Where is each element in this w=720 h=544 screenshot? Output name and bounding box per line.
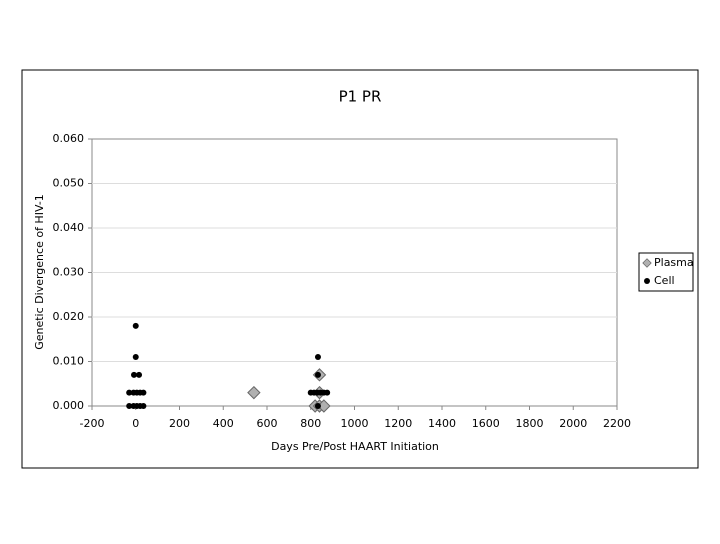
y-axis-label: Genetic Divergence of HIV-1 [33,194,46,350]
y-tick-label: 0.010 [53,355,85,368]
legend-marker [644,278,650,284]
data-point [136,371,143,378]
x-tick-label: -200 [80,417,105,430]
y-tick-label: 0.030 [53,266,85,279]
x-tick-label: 1800 [516,417,544,430]
data-point [314,371,321,378]
x-tick-label: 0 [132,417,139,430]
data-point [132,354,139,361]
data-point [140,403,147,409]
x-tick-label: 600 [257,417,278,430]
data-point [126,389,133,396]
data-point [132,322,139,329]
legend-label: Cell [654,274,675,287]
y-tick-label: 0.040 [53,221,85,234]
x-axis-label: Days Pre/Post HAART Initiation [271,440,439,453]
x-tick-label: 200 [169,417,190,430]
x-tick-label: 1600 [472,417,500,430]
chart-title: P1 PR [339,88,382,106]
data-point [247,385,261,400]
legend-label: Plasma [654,256,694,269]
x-tick-label: 800 [300,417,321,430]
data-point [131,371,137,378]
x-tick-label: 1000 [341,417,369,430]
x-tick-label: 2000 [559,417,587,430]
y-tick-label: 0.020 [53,310,85,323]
x-tick-label: 1400 [428,417,456,430]
x-tick-label: 2200 [603,417,631,430]
x-tick-label: 400 [213,417,234,430]
data-point [314,403,321,409]
x-tick-label: 1200 [384,417,412,430]
data-point [140,389,147,396]
data-point [324,389,331,396]
y-tick-label: 0.060 [53,132,85,145]
data-point [126,403,133,409]
data-point [314,354,321,361]
legend-marker [642,258,652,268]
y-tick-label: 0.000 [53,399,85,412]
y-tick-label: 0.050 [53,177,85,190]
